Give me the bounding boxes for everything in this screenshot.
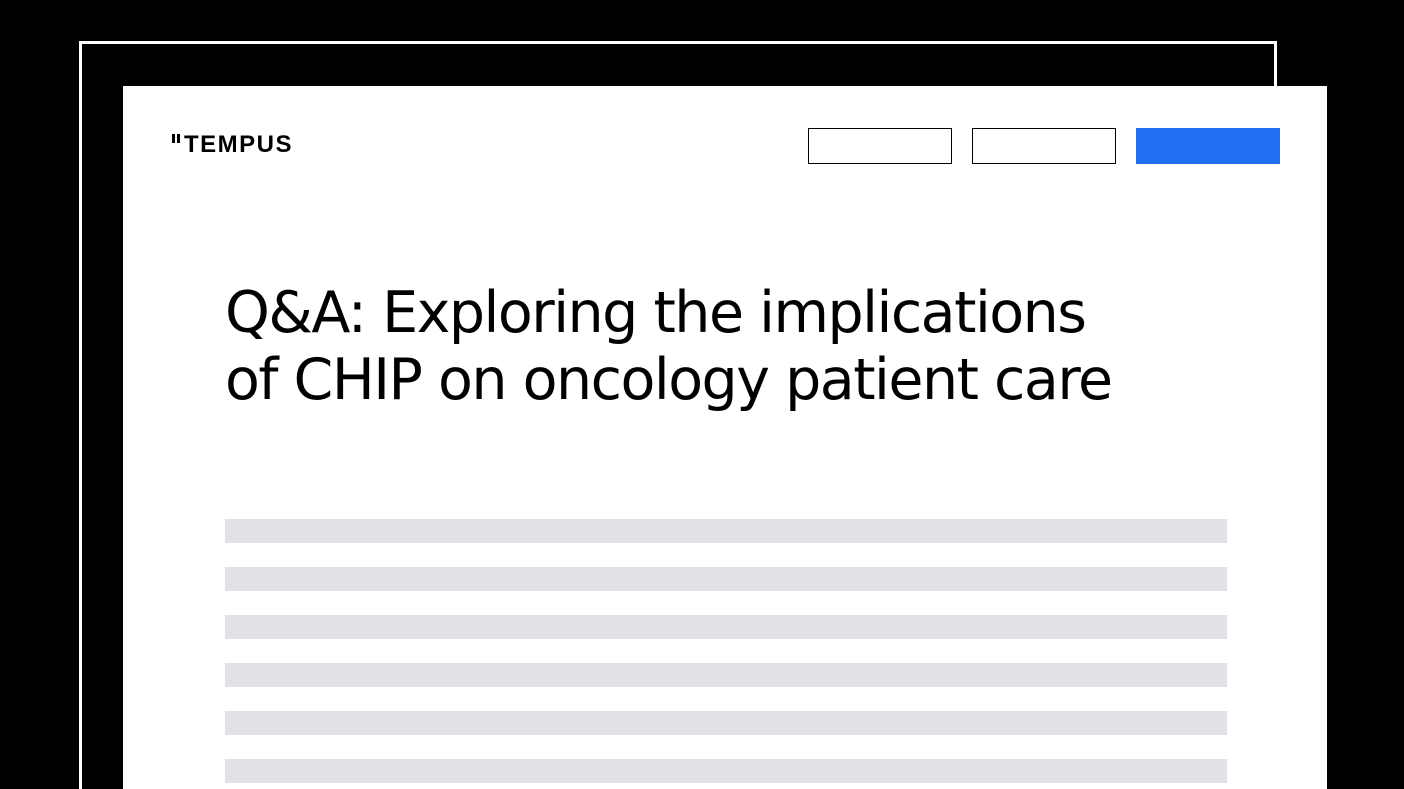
nav-button-1[interactable] [808,128,952,164]
placeholder-line [225,519,1227,543]
placeholder-line [225,711,1227,735]
headline-line-1: Q&A: Exploring the implications [225,280,1087,346]
body-placeholder [225,519,1227,789]
nav-button-primary[interactable] [1136,128,1280,164]
placeholder-line [225,567,1227,591]
headline-line-2: of CHIP on oncology patient care [225,347,1113,413]
placeholder-line [225,759,1227,783]
logo-text: TEMPUS [184,131,294,158]
page-card: TEMPUS Q&A: Exploring the implications o… [123,86,1327,789]
placeholder-line [225,663,1227,687]
nav-button-2[interactable] [972,128,1116,164]
logo-mark-icon [171,134,183,156]
tempus-logo[interactable]: TEMPUS [171,131,293,159]
placeholder-line [225,615,1227,639]
header-nav [808,128,1280,164]
article-headline: Q&A: Exploring the implications of CHIP … [225,280,1285,414]
